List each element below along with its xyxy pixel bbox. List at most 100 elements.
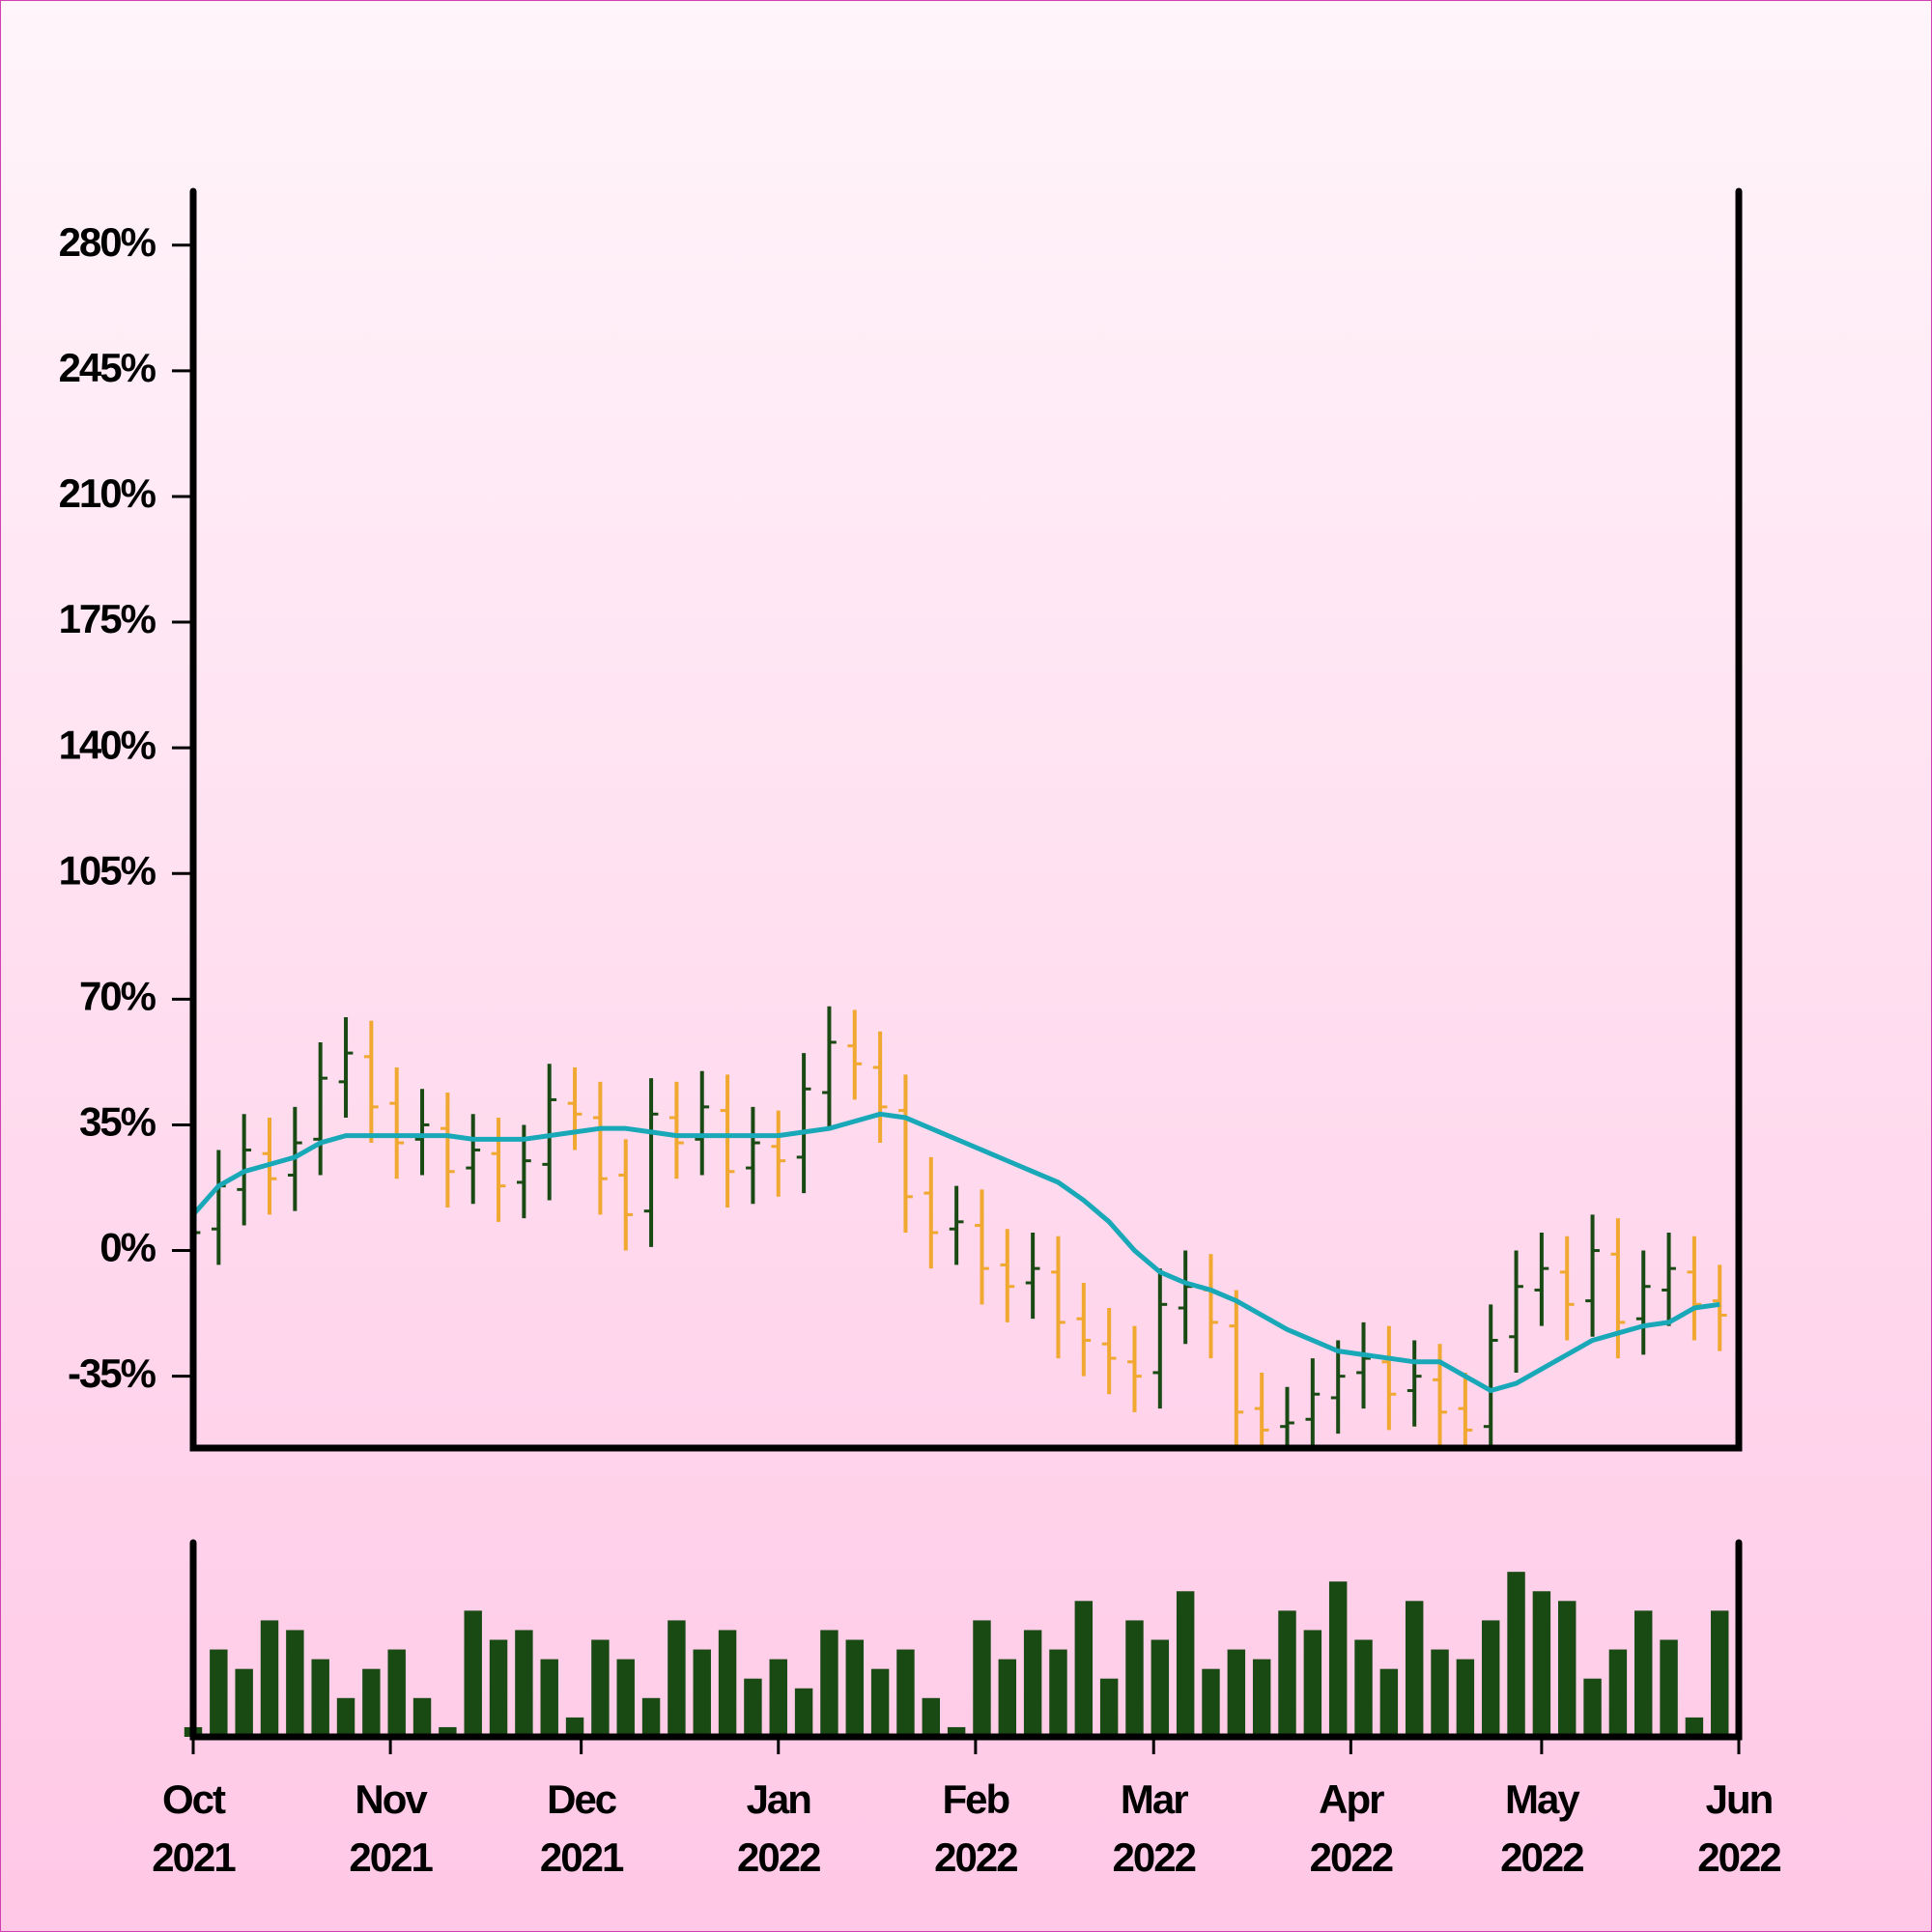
volume-bar [1176, 1591, 1195, 1737]
ohlc-bar [695, 1070, 710, 1176]
volume-bar [1507, 1572, 1525, 1737]
volume-bar [769, 1659, 787, 1737]
ohlc-bar [1483, 1304, 1498, 1448]
y-tick-label: 210% [59, 470, 156, 516]
volume-bar [1405, 1601, 1424, 1737]
ohlc-bar [669, 1081, 684, 1179]
volume-bar [718, 1630, 737, 1737]
y-tick-label: 70% [79, 973, 156, 1018]
volume-bar [1558, 1601, 1577, 1737]
ohlc-bar [618, 1139, 634, 1251]
volume-bar [210, 1649, 228, 1737]
volume-bar [973, 1620, 991, 1737]
x-tick-label: Nov 2021 [349, 1776, 433, 1880]
volume-bar [286, 1630, 304, 1737]
ohlc-bar [1229, 1290, 1244, 1448]
y-tick-label: 35% [79, 1099, 156, 1145]
axes: -35% 0% 35% 70% 105% 140% 175% 210% 245% 280% Oct 2… [59, 187, 1782, 1880]
ohlc-bar [923, 1156, 939, 1269]
ohlc-bar [1152, 1268, 1168, 1409]
volume-bar [896, 1649, 915, 1737]
ohlc-bar [542, 1064, 557, 1201]
y-tick-label: 0% [99, 1225, 156, 1270]
volume-bar [1481, 1620, 1500, 1737]
volume-bar [744, 1678, 762, 1737]
ohlc-bar [440, 1093, 455, 1208]
volume-bar [1023, 1630, 1042, 1737]
ohlc-bar [389, 1066, 405, 1179]
volume-bar [1608, 1649, 1628, 1737]
volume-frame [189, 1539, 1743, 1741]
ohlc-bar [975, 1189, 989, 1305]
ohlc-bar [847, 1009, 863, 1100]
volume-bar [870, 1668, 890, 1737]
volume-bar [1227, 1649, 1246, 1737]
moving-average-line [193, 1111, 1720, 1394]
ohlc-bar [1458, 1372, 1473, 1448]
volume-bar [1099, 1678, 1119, 1737]
volume-bar [464, 1610, 482, 1737]
x-tick-label: Mar 2022 [1113, 1776, 1196, 1880]
ohlc-bar [1280, 1386, 1294, 1448]
x-tick-label: Dec 2021 [540, 1776, 624, 1880]
y-tick-label: 245% [59, 345, 156, 390]
y-tick-label: -35% [68, 1350, 156, 1396]
ohlc-bar [414, 1089, 430, 1176]
volume-bar [1252, 1659, 1271, 1737]
volume-bar [998, 1659, 1017, 1737]
volume-bar [540, 1659, 558, 1737]
volume-bar [591, 1639, 610, 1737]
ohlc-bar [898, 1074, 913, 1233]
ohlc-bar [1635, 1250, 1651, 1355]
volume-bar [947, 1726, 966, 1737]
volume-bar [1583, 1678, 1602, 1737]
volume-bar [668, 1620, 686, 1737]
ohlc-bar [1712, 1264, 1727, 1351]
x-tick-label: Jun 2022 [1697, 1776, 1780, 1880]
ohlc-bar [872, 1031, 888, 1144]
y-tick-label: 105% [59, 847, 156, 893]
ohlc-bar [643, 1078, 659, 1247]
ohlc-bar [822, 1006, 837, 1129]
ohlc-bar [771, 1110, 786, 1197]
ohlc-bar [1127, 1325, 1142, 1412]
ohlc-bar [593, 1081, 608, 1215]
ohlc-bar [1330, 1340, 1346, 1435]
volume-bar [412, 1697, 432, 1737]
volume-bar [1634, 1610, 1653, 1737]
ohlc-bar [1559, 1236, 1575, 1341]
volume-bar [565, 1717, 584, 1737]
ohlc-bar [363, 1020, 379, 1144]
y-tick-label: 175% [59, 596, 156, 641]
volume-bar [1074, 1601, 1094, 1737]
volume-bar [1660, 1639, 1678, 1737]
y-tick-label: 280% [59, 219, 156, 265]
volume-bar [693, 1649, 711, 1737]
volume-bar [641, 1697, 661, 1737]
volume-bar [922, 1697, 941, 1737]
ohlc-bar [1381, 1325, 1397, 1431]
x-tick-label: Apr 2022 [1310, 1776, 1393, 1880]
volume-bar [362, 1668, 381, 1737]
volume-bar [1532, 1591, 1551, 1737]
ohlc-bar [1687, 1236, 1702, 1341]
volume-bar [387, 1649, 406, 1737]
volume-bar [1303, 1630, 1322, 1737]
ohlc-bar [1025, 1232, 1040, 1320]
volume-bar [260, 1620, 279, 1737]
volume-bar [1685, 1717, 1704, 1737]
y-tick-label: 140% [59, 722, 156, 767]
ohlc-bar [313, 1041, 328, 1176]
ohlc-bar [466, 1114, 481, 1205]
volume-bar [1431, 1649, 1449, 1737]
x-tick-label: May 2022 [1500, 1776, 1583, 1880]
volume-bar [1328, 1581, 1348, 1737]
volume-panel [184, 1572, 1729, 1737]
volume-bar [616, 1659, 635, 1737]
ohlc-bar [720, 1074, 735, 1208]
ohlc-bar [1406, 1340, 1422, 1427]
volume-bar [845, 1639, 864, 1737]
volume-bar [794, 1688, 813, 1737]
